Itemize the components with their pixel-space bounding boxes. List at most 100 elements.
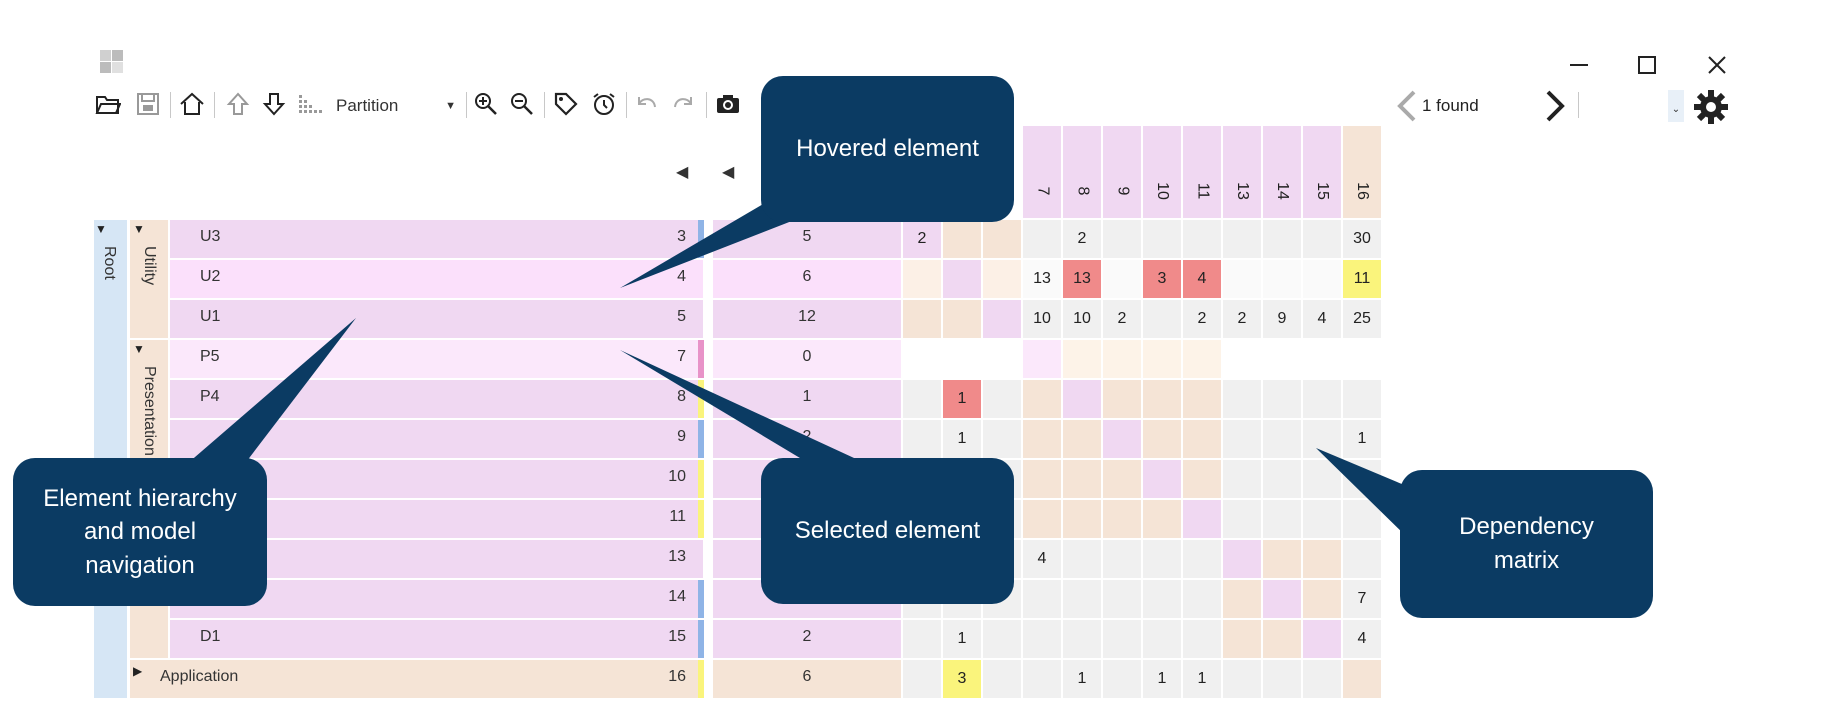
matrix-cell[interactable] (1223, 380, 1261, 418)
matrix-cell[interactable] (1303, 460, 1341, 498)
matrix-column-header[interactable]: 11 (1183, 126, 1221, 218)
matrix-cell[interactable]: 1 (1183, 660, 1221, 698)
camera-icon[interactable] (714, 90, 742, 118)
matrix-cell[interactable] (1143, 460, 1181, 498)
matrix-cell[interactable] (1223, 620, 1261, 658)
matrix-column-header[interactable]: 13 (1223, 126, 1261, 218)
save-icon[interactable] (134, 90, 162, 118)
matrix-cell[interactable]: 1 (943, 620, 981, 658)
matrix-cell[interactable] (1343, 540, 1381, 578)
matrix-cell[interactable] (1263, 460, 1301, 498)
matrix-cell[interactable] (1263, 660, 1301, 698)
matrix-cell[interactable] (1263, 260, 1301, 298)
matrix-cell[interactable] (1223, 460, 1261, 498)
collapse-left-icon[interactable]: ◀ (676, 164, 689, 181)
matrix-cell[interactable] (1023, 460, 1061, 498)
maximize-button[interactable] (1634, 52, 1660, 78)
matrix-cell[interactable] (1143, 420, 1181, 458)
matrix-cell[interactable] (1263, 380, 1301, 418)
matrix-cell[interactable]: 2 (903, 220, 941, 258)
matrix-cell[interactable] (1263, 340, 1301, 378)
matrix-cell[interactable] (1103, 500, 1141, 538)
matrix-cell[interactable] (1263, 220, 1301, 258)
matrix-cell[interactable] (1223, 340, 1261, 378)
matrix-cell[interactable] (1023, 220, 1061, 258)
matrix-column-header[interactable]: 16 (1343, 126, 1381, 218)
matrix-cell[interactable]: 10 (1023, 300, 1061, 338)
hierarchy-row[interactable] (170, 620, 703, 658)
matrix-cell[interactable] (903, 620, 941, 658)
matrix-cell[interactable] (1303, 620, 1341, 658)
matrix-cell[interactable]: 2 (1103, 300, 1141, 338)
matrix-cell[interactable] (1183, 420, 1221, 458)
matrix-cell[interactable]: 4 (1303, 300, 1341, 338)
matrix-cell[interactable] (983, 340, 1021, 378)
matrix-column-header[interactable]: 15 (1303, 126, 1341, 218)
matrix-cell[interactable]: 1 (1063, 660, 1101, 698)
matrix-cell[interactable] (1303, 260, 1341, 298)
matrix-cell[interactable] (1183, 340, 1221, 378)
matrix-cell[interactable] (1103, 460, 1141, 498)
hierarchy-row[interactable] (170, 340, 703, 378)
matrix-cell[interactable] (1303, 580, 1341, 618)
matrix-cell[interactable] (1023, 500, 1061, 538)
matrix-cell[interactable] (943, 220, 981, 258)
matrix-cell[interactable] (1063, 580, 1101, 618)
matrix-cell[interactable] (1183, 620, 1221, 658)
matrix-cell[interactable] (1103, 540, 1141, 578)
matrix-cell[interactable]: 7 (1343, 580, 1381, 618)
matrix-cell[interactable] (1303, 220, 1341, 258)
matrix-cell[interactable]: 3 (943, 660, 981, 698)
matrix-cell[interactable] (903, 660, 941, 698)
matrix-cell[interactable] (1303, 380, 1341, 418)
matrix-column-header[interactable]: 9 (1103, 126, 1141, 218)
matrix-cell[interactable] (943, 260, 981, 298)
group-utility[interactable] (130, 220, 168, 338)
matrix-cell[interactable] (1103, 620, 1141, 658)
matrix-cell[interactable] (1223, 660, 1261, 698)
root-expand-icon[interactable]: ▼ (95, 222, 107, 236)
zoom-in-icon[interactable] (472, 90, 500, 118)
matrix-cell[interactable] (903, 420, 941, 458)
matrix-cell[interactable] (1263, 540, 1301, 578)
expand-search-icon[interactable]: ⌄ (1668, 90, 1684, 122)
matrix-cell[interactable] (903, 300, 941, 338)
matrix-cell[interactable]: 10 (1063, 300, 1101, 338)
matrix-cell[interactable] (1063, 500, 1101, 538)
matrix-cell[interactable] (1303, 340, 1341, 378)
matrix-cell[interactable]: 30 (1343, 220, 1381, 258)
matrix-cell[interactable] (1263, 420, 1301, 458)
matrix-cell[interactable] (1103, 380, 1141, 418)
arrow-down-icon[interactable] (260, 90, 288, 118)
matrix-cell[interactable] (1343, 380, 1381, 418)
matrix-cell[interactable]: 1 (1143, 660, 1181, 698)
hierarchy-row[interactable] (170, 300, 703, 338)
matrix-cell[interactable] (1143, 340, 1181, 378)
matrix-cell[interactable] (1023, 380, 1061, 418)
matrix-cell[interactable] (1343, 500, 1381, 538)
matrix-cell[interactable] (983, 380, 1021, 418)
matrix-cell[interactable] (983, 300, 1021, 338)
arrow-up-icon[interactable] (224, 90, 252, 118)
matrix-cell[interactable] (983, 620, 1021, 658)
matrix-cell[interactable] (983, 220, 1021, 258)
collapse-left-icon-2[interactable]: ◀ (722, 164, 735, 181)
matrix-cell[interactable] (1103, 340, 1141, 378)
matrix-cell[interactable] (1183, 220, 1221, 258)
matrix-cell[interactable] (1063, 380, 1101, 418)
matrix-cell[interactable] (1223, 220, 1261, 258)
matrix-cell[interactable] (1223, 420, 1261, 458)
matrix-cell[interactable] (1303, 500, 1341, 538)
matrix-cell[interactable] (943, 340, 981, 378)
matrix-cell[interactable]: 1 (943, 380, 981, 418)
matrix-cell[interactable] (1223, 260, 1261, 298)
matrix-cell[interactable]: 1 (943, 420, 981, 458)
matrix-cell[interactable] (1103, 420, 1141, 458)
matrix-cell[interactable]: 4 (1343, 620, 1381, 658)
matrix-cell[interactable] (1183, 460, 1221, 498)
matrix-cell[interactable] (1303, 540, 1341, 578)
previous-result-icon[interactable] (1394, 90, 1420, 122)
matrix-cell[interactable] (1223, 580, 1261, 618)
matrix-cell[interactable] (943, 300, 981, 338)
settings-gear-icon[interactable] (1692, 88, 1730, 126)
